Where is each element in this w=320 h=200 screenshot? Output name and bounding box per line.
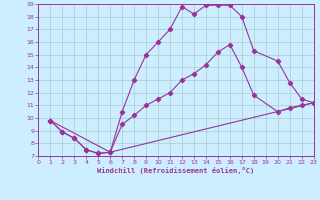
X-axis label: Windchill (Refroidissement éolien,°C): Windchill (Refroidissement éolien,°C) xyxy=(97,167,255,174)
